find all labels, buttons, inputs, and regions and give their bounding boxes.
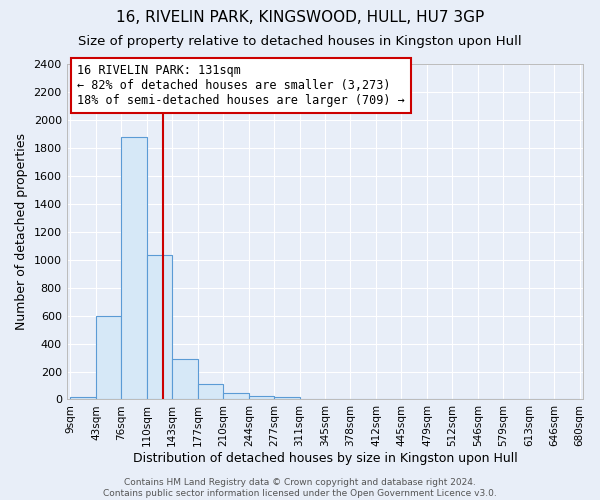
Text: 16 RIVELIN PARK: 131sqm
← 82% of detached houses are smaller (3,273)
18% of semi: 16 RIVELIN PARK: 131sqm ← 82% of detache…	[77, 64, 405, 107]
Bar	[70, 396, 96, 400]
Bar	[274, 396, 299, 400]
Bar	[96, 316, 121, 400]
X-axis label: Distribution of detached houses by size in Kingston upon Hull: Distribution of detached houses by size …	[133, 452, 517, 465]
Bar	[223, 393, 249, 400]
Bar	[172, 359, 198, 400]
Text: 16, RIVELIN PARK, KINGSWOOD, HULL, HU7 3GP: 16, RIVELIN PARK, KINGSWOOD, HULL, HU7 3…	[116, 10, 484, 25]
Bar	[249, 396, 274, 400]
Bar	[121, 136, 147, 400]
Y-axis label: Number of detached properties: Number of detached properties	[15, 133, 28, 330]
Text: Size of property relative to detached houses in Kingston upon Hull: Size of property relative to detached ho…	[78, 35, 522, 48]
Bar	[198, 384, 223, 400]
Bar	[147, 256, 172, 400]
Text: Contains HM Land Registry data © Crown copyright and database right 2024.
Contai: Contains HM Land Registry data © Crown c…	[103, 478, 497, 498]
